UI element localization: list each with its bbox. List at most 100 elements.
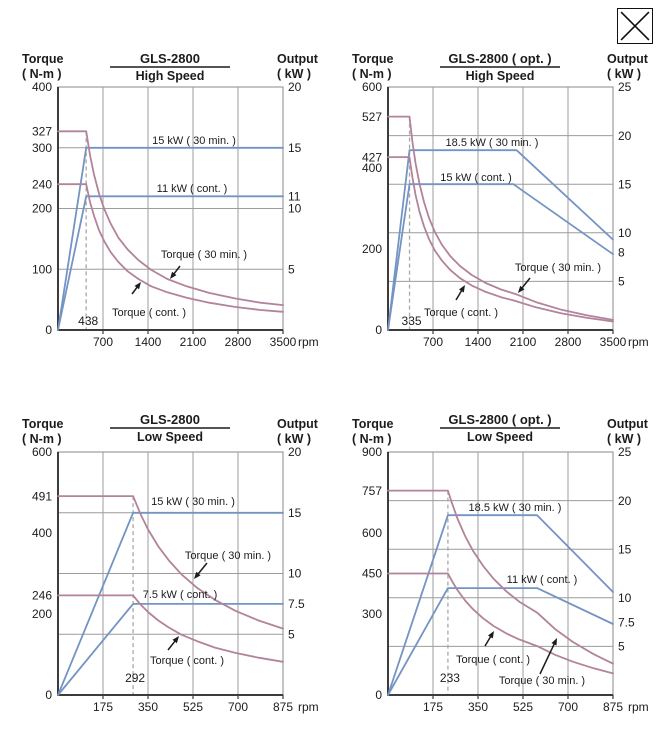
left-axis-unit: ( N-m ) [352, 67, 392, 81]
curve-label: 18.5 kW ( 30 min. ) [446, 137, 539, 149]
x-tick-label: 525 [513, 700, 533, 714]
torque-cont-line [387, 156, 614, 323]
chart-title: GLS-2800 [140, 51, 200, 66]
torque-30min-line [57, 495, 284, 630]
x-tick-label: 2800 [225, 335, 252, 349]
arrow-shaft [520, 277, 531, 290]
base-speed-label: 438 [78, 314, 98, 328]
x-tick-label: 875 [273, 700, 293, 714]
left-tick-label: 400 [32, 80, 52, 94]
curve-label: Torque ( 30 min. ) [499, 675, 585, 687]
x-tick-label: 700 [558, 700, 578, 714]
right-tick-label: 15 [288, 141, 302, 155]
x-tick-label: 2100 [180, 335, 207, 349]
left-axis-title: Torque [22, 417, 63, 431]
right-axis-unit: ( kW ) [277, 67, 311, 81]
right-tick-label: 10 [618, 591, 632, 605]
curve-label: Torque ( cont. ) [424, 307, 498, 319]
left-tick-label: 600 [32, 445, 52, 459]
left-tick-label: 427 [362, 150, 382, 164]
chart-gls-2800-opt-low-speed: 900 757 600 450 300 0 25 20 15 10 7.5 5 175 350 525 700… [330, 365, 660, 730]
arrow-head [194, 571, 201, 579]
output-30min-line [387, 514, 614, 696]
output-30min-line [57, 511, 284, 696]
curve-label: Torque ( cont. ) [112, 307, 186, 319]
right-tick-label: 10 [288, 202, 302, 216]
x-axis-unit-label: rpm [298, 335, 319, 349]
left-tick-label: 100 [32, 262, 52, 276]
x-tick-label: 525 [183, 700, 203, 714]
arrow-shaft [484, 634, 493, 647]
left-axis-title: Torque [352, 52, 393, 66]
left-tick-label: 200 [362, 242, 382, 256]
curve-label: Torque ( 30 min. ) [185, 550, 271, 562]
left-tick-label: 400 [362, 161, 382, 175]
chart-title: GLS-2800 ( opt. ) [448, 51, 551, 66]
torque-cont-line [57, 594, 284, 663]
arrow-shaft [455, 288, 464, 301]
left-tick-label: 200 [32, 202, 52, 216]
left-tick-label: 246 [32, 589, 52, 603]
left-tick-label: 527 [362, 110, 382, 124]
x-tick-label: 875 [603, 700, 623, 714]
curve-label: Torque ( cont. ) [150, 655, 224, 667]
right-tick-label: 15 [618, 177, 632, 191]
close-icon [620, 11, 650, 41]
x-tick-label: 175 [93, 700, 113, 714]
chart-gls-2800-high-speed: 400 327 300 240 200 100 0 20 15 11 10 5 700 1400 2100 2… [0, 0, 330, 365]
right-axis-title: Output [277, 52, 319, 66]
left-tick-label: 200 [32, 607, 52, 621]
chart-subtitle: Low Speed [467, 430, 533, 444]
x-tick-label: 700 [423, 335, 443, 349]
arrow-head [518, 285, 525, 293]
arrow-head [487, 631, 494, 639]
left-tick-label: 300 [32, 141, 52, 155]
base-speed-label: 335 [402, 314, 422, 328]
x-tick-label: 2800 [555, 335, 582, 349]
left-axis-title: Torque [352, 417, 393, 431]
right-tick-label: 5 [288, 627, 295, 641]
curve-label: Torque ( 30 min. ) [161, 249, 247, 261]
output-cont-line [387, 183, 614, 331]
right-tick-label: 20 [288, 445, 302, 459]
curve-label: Torque ( 30 min. ) [515, 262, 601, 274]
left-axis-unit: ( N-m ) [22, 432, 62, 446]
curve-label: 11 kW ( cont. ) [157, 183, 228, 195]
x-tick-label: 700 [93, 335, 113, 349]
x-axis-unit-label: rpm [298, 700, 319, 714]
right-tick-label: 20 [618, 494, 632, 508]
left-tick-label: 300 [362, 607, 382, 621]
x-axis-unit-label: rpm [628, 700, 649, 714]
left-tick-label: 600 [362, 526, 382, 540]
arrow-head [551, 638, 557, 646]
close-button[interactable] [617, 8, 653, 44]
left-tick-label: 327 [32, 125, 52, 139]
x-tick-label: 3500 [270, 335, 297, 349]
x-tick-label: 2100 [510, 335, 537, 349]
right-tick-label: 20 [288, 80, 302, 94]
right-tick-label: 25 [618, 80, 632, 94]
arrow-shaft [196, 562, 208, 576]
left-axis-title: Torque [22, 52, 63, 66]
left-tick-label: 491 [32, 489, 52, 503]
right-tick-label: 8 [618, 245, 625, 259]
left-tick-label: 0 [45, 688, 52, 702]
right-tick-label: 7.5 [288, 597, 305, 611]
chart-subtitle: High Speed [136, 69, 205, 83]
x-axis-unit-label: rpm [628, 335, 649, 349]
left-tick-label: 757 [362, 484, 382, 498]
left-tick-label: 400 [32, 526, 52, 540]
chart-gls-2800-low-speed: 600 491 400 246 200 0 20 15 10 7.5 5 175 350 525 700 87… [0, 365, 330, 730]
right-tick-label: 11 [288, 190, 301, 204]
output-30min-line [387, 149, 614, 331]
left-tick-label: 0 [375, 323, 382, 337]
right-axis-unit: ( kW ) [277, 432, 311, 446]
base-speed-label: 233 [440, 671, 460, 685]
output-cont-line [57, 603, 284, 696]
output-30min-line [57, 146, 284, 331]
right-axis-title: Output [277, 417, 319, 431]
curve-label: 11 kW ( cont. ) [507, 574, 578, 586]
